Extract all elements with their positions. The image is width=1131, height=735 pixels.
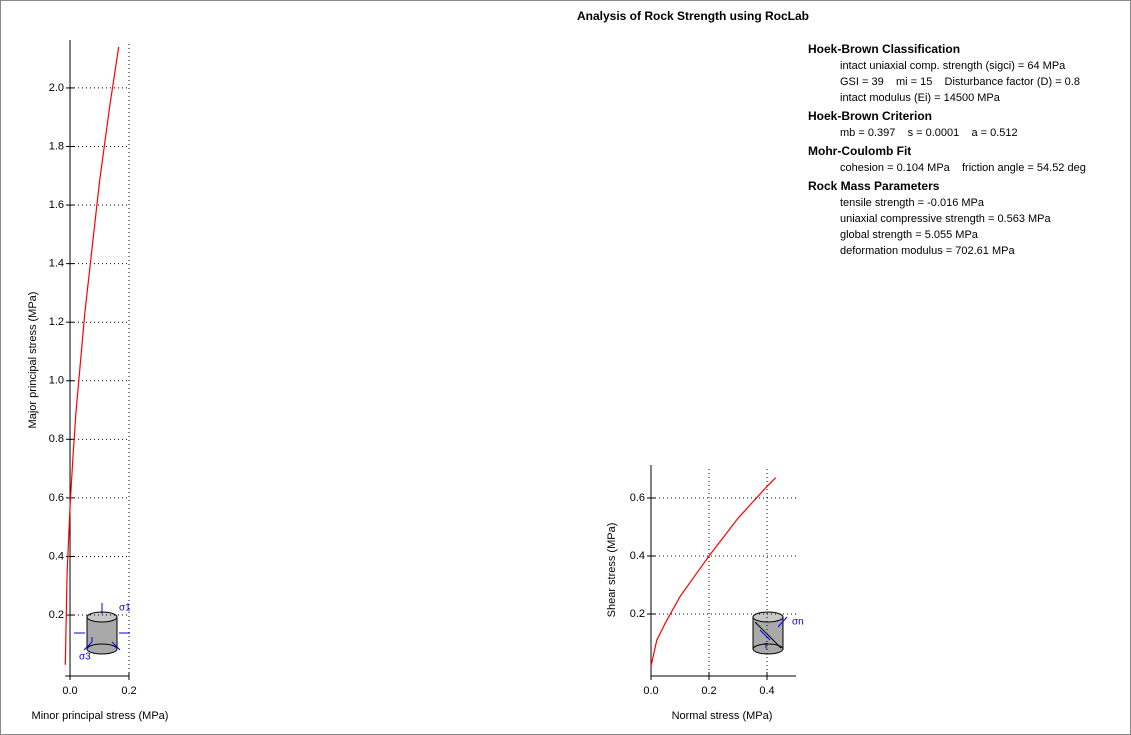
x-axis-title: Normal stress (MPa): [672, 710, 773, 722]
x-tick-label: 0.0: [62, 685, 77, 697]
panel-heading: Hoek-Brown Classification: [808, 42, 960, 56]
panel-line: cohesion = 0.104 MPa friction angle = 54…: [840, 162, 1086, 174]
panel-line: tensile strength = -0.016 MPa: [840, 197, 985, 209]
panel-line: GSI = 39 mi = 15 Disturbance factor (D) …: [840, 76, 1080, 88]
panel-heading: Hoek-Brown Criterion: [808, 109, 932, 123]
icon-label: τ: [764, 641, 768, 652]
icon-label: σ3: [79, 652, 91, 663]
panel-heading: Rock Mass Parameters: [808, 179, 940, 193]
y-tick-label: 0.8: [49, 433, 64, 445]
y-axis-title: Shear stress (MPa): [606, 523, 618, 618]
y-tick-label: 2.0: [49, 82, 64, 94]
x-axis-title: Minor principal stress (MPa): [32, 710, 169, 722]
x-tick-label: 0.4: [759, 685, 774, 697]
y-tick-label: 1.4: [49, 258, 64, 270]
y-tick-label: 0.4: [630, 550, 645, 562]
panel-line: global strength = 5.055 MPa: [840, 229, 979, 241]
y-tick-label: 1.2: [49, 316, 64, 328]
panel-heading: Mohr-Coulomb Fit: [808, 144, 911, 158]
x-tick-label: 0.2: [701, 685, 716, 697]
y-tick-label: 1.0: [49, 375, 64, 387]
y-tick-label: 1.6: [49, 199, 64, 211]
icon-label: σn: [792, 617, 804, 628]
sample-icon-right: [753, 612, 787, 654]
y-tick-label: 0.4: [49, 550, 64, 562]
y-tick-label: 0.2: [630, 608, 645, 620]
panel-line: uniaxial compressive strength = 0.563 MP…: [840, 213, 1052, 225]
panel-line: intact modulus (Ei) = 14500 MPa: [840, 92, 1001, 104]
y-axis-title: Major principal stress (MPa): [27, 292, 39, 429]
panel-line: deformation modulus = 702.61 MPa: [840, 245, 1015, 257]
y-tick-label: 0.6: [49, 492, 64, 504]
roclab-window: Analysis of Rock Strength using RocLab 0…: [0, 0, 1131, 735]
icon-label: σ1: [119, 603, 131, 614]
y-tick-label: 1.8: [49, 140, 64, 152]
y-tick-label: 0.6: [630, 492, 645, 504]
panel-line: mb = 0.397 s = 0.0001 a = 0.512: [840, 127, 1018, 139]
x-tick-label: 0.2: [121, 685, 136, 697]
y-tick-label: 0.2: [49, 609, 64, 621]
frame: [1, 1, 1131, 735]
page-title: Analysis of Rock Strength using RocLab: [577, 9, 809, 23]
panel-line: intact uniaxial comp. strength (sigci) =…: [840, 60, 1066, 72]
x-tick-label: 0.0: [643, 685, 658, 697]
